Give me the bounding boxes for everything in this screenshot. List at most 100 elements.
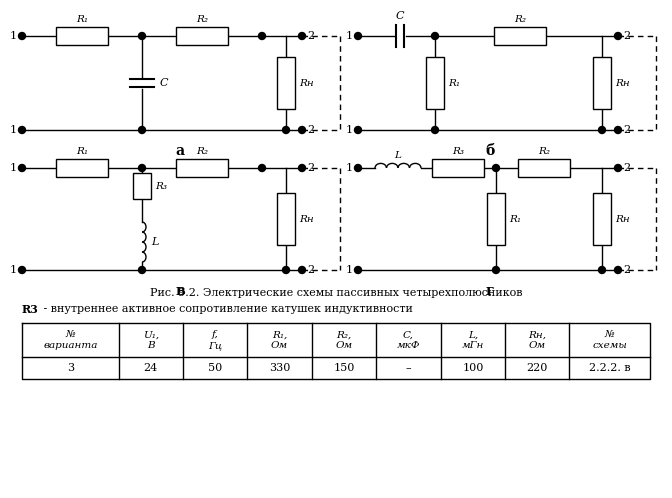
Circle shape [19, 126, 26, 133]
Text: Rн: Rн [615, 79, 630, 88]
Text: C: C [160, 78, 169, 88]
Circle shape [19, 32, 26, 39]
Text: R3: R3 [22, 304, 39, 315]
Text: R₂: R₂ [538, 147, 550, 156]
Text: Rн: Rн [299, 215, 314, 224]
Text: R₁: R₁ [509, 215, 521, 224]
Text: Рис. 9.2. Электрические схемы пассивных четырехполюсников: Рис. 9.2. Электрические схемы пассивных … [150, 288, 522, 298]
Bar [176, 159, 228, 177]
Circle shape [138, 164, 146, 171]
Bar [277, 57, 295, 109]
Circle shape [298, 164, 306, 171]
Text: R₂,
Ом: R₂, Ом [335, 330, 353, 350]
Text: R₃: R₃ [452, 147, 464, 156]
Circle shape [298, 32, 306, 39]
Bar [56, 159, 108, 177]
Text: а: а [175, 144, 185, 158]
Text: Rн: Rн [615, 215, 630, 224]
Circle shape [493, 266, 499, 273]
Text: 1: 1 [10, 265, 17, 275]
Bar [432, 159, 484, 177]
Text: 2.2.2. в: 2.2.2. в [589, 363, 630, 373]
Bar [56, 27, 108, 45]
Circle shape [599, 266, 605, 273]
Circle shape [19, 164, 26, 171]
Text: 330: 330 [269, 363, 290, 373]
Text: в: в [175, 284, 185, 298]
Bar [593, 57, 611, 109]
Text: г: г [486, 284, 494, 298]
Text: R₂: R₂ [196, 15, 208, 24]
Bar [277, 193, 295, 245]
Text: 150: 150 [333, 363, 355, 373]
Text: 1: 1 [10, 31, 17, 41]
Circle shape [138, 126, 146, 133]
Text: 220: 220 [527, 363, 548, 373]
Text: 2: 2 [623, 125, 630, 135]
Text: U₁,
B: U₁, B [142, 330, 159, 350]
Circle shape [493, 164, 499, 171]
Bar [133, 173, 151, 199]
Text: C: C [396, 11, 405, 21]
Circle shape [614, 164, 622, 171]
Text: 2: 2 [623, 265, 630, 275]
Circle shape [599, 126, 605, 133]
Circle shape [259, 32, 265, 39]
Text: 1: 1 [346, 265, 353, 275]
Bar [176, 27, 228, 45]
Circle shape [355, 164, 362, 171]
Text: 50: 50 [208, 363, 222, 373]
Text: 24: 24 [144, 363, 158, 373]
Bar [593, 193, 611, 245]
Text: C,
мкФ: C, мкФ [396, 330, 420, 350]
Circle shape [282, 266, 290, 273]
Text: R₁: R₁ [76, 147, 88, 156]
Text: 3: 3 [67, 363, 74, 373]
Text: –: – [406, 363, 411, 373]
Text: R₃: R₃ [155, 181, 167, 191]
Text: - внутреннее активное сопротивление катушек индуктивности: - внутреннее активное сопротивление кату… [40, 304, 413, 314]
Circle shape [614, 266, 622, 273]
Text: 2: 2 [623, 163, 630, 173]
Bar [487, 193, 505, 245]
Bar [494, 27, 546, 45]
Circle shape [355, 32, 362, 39]
Circle shape [19, 266, 26, 273]
Text: 1: 1 [10, 125, 17, 135]
Text: №
схемы: № схемы [592, 330, 627, 350]
Circle shape [355, 266, 362, 273]
Text: 2: 2 [307, 265, 314, 275]
Circle shape [138, 32, 146, 39]
Circle shape [259, 164, 265, 171]
Circle shape [431, 32, 439, 39]
Text: 100: 100 [462, 363, 484, 373]
Text: Rн: Rн [299, 79, 314, 88]
Text: L: L [394, 151, 401, 160]
Circle shape [614, 126, 622, 133]
Text: №
варианта: № варианта [43, 330, 97, 350]
Text: 1: 1 [10, 163, 17, 173]
Circle shape [298, 126, 306, 133]
Text: 2: 2 [307, 31, 314, 41]
Text: 2: 2 [307, 125, 314, 135]
Circle shape [282, 126, 290, 133]
Bar [518, 159, 570, 177]
Circle shape [431, 126, 439, 133]
Text: 2: 2 [623, 31, 630, 41]
Text: R₂: R₂ [196, 147, 208, 156]
Text: L,
мГн: L, мГн [462, 330, 484, 350]
Text: б: б [485, 144, 495, 158]
Circle shape [138, 266, 146, 273]
Bar [426, 57, 444, 109]
Circle shape [355, 126, 362, 133]
Text: R₁: R₁ [448, 79, 460, 88]
Circle shape [614, 32, 622, 39]
Text: f,
Гц: f, Гц [208, 330, 222, 350]
Circle shape [298, 266, 306, 273]
Text: 2: 2 [307, 163, 314, 173]
Text: L: L [151, 237, 159, 247]
Text: R₂: R₂ [514, 15, 526, 24]
Text: 1: 1 [346, 163, 353, 173]
Text: 1: 1 [346, 31, 353, 41]
Text: Rн,
Ом: Rн, Ом [528, 330, 546, 350]
